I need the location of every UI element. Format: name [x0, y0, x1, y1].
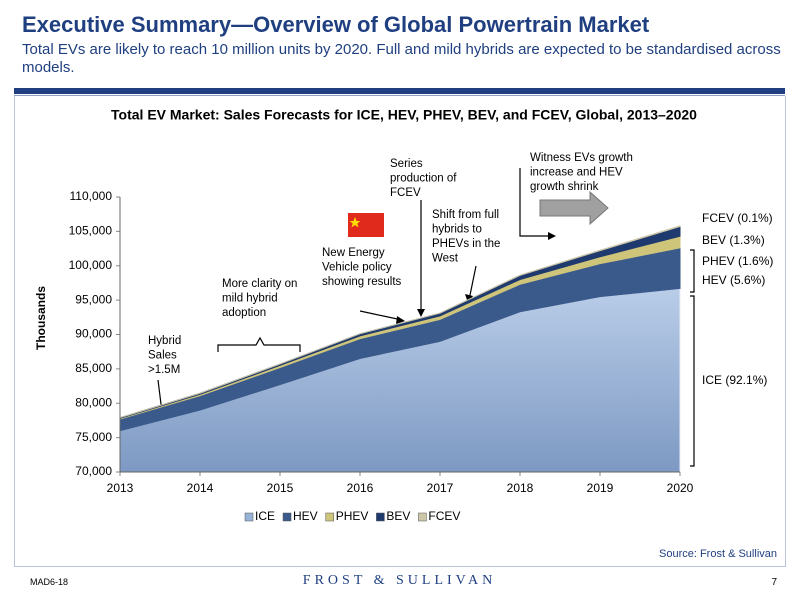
content-frame: [14, 96, 786, 567]
annotation: Vehicle policy: [322, 262, 392, 274]
area-fcev: [119, 225, 681, 419]
annotation: adoption: [222, 307, 266, 319]
end-label: FCEV (0.1%): [702, 211, 773, 225]
legend-swatch: [244, 512, 254, 522]
y-tick-label: 85,000: [75, 361, 112, 375]
legend-swatch: [325, 512, 334, 522]
annotation: More clarity on: [222, 278, 297, 290]
annotation: mild hybrid: [222, 293, 278, 305]
annotation: New Energy: [322, 247, 385, 259]
end-label: PHEV (1.6%): [702, 254, 773, 268]
brace: [217, 336, 301, 352]
x-tick-label: 2019: [587, 481, 614, 495]
legend-label: ICE: [255, 509, 275, 523]
chart-title: Total EV Market: Sales Forecasts for ICE…: [111, 107, 697, 123]
annotation: Witness EVs growth: [530, 152, 633, 164]
end-label: ICE (92.1%): [702, 373, 767, 387]
footer-brand: FROST & SULLIVAN: [302, 573, 497, 588]
y-tick-label: 95,000: [75, 292, 112, 306]
arrow-head: [396, 316, 405, 324]
annotation: >1.5M: [148, 364, 180, 376]
y-tick-label: 70,000: [75, 464, 112, 478]
annotation: Series: [390, 158, 423, 170]
connector: [468, 265, 477, 301]
end-label: BEV (1.3%): [702, 233, 765, 247]
annotation: West: [432, 253, 459, 265]
area-ice: [119, 287, 681, 473]
y-tick-label: 90,000: [75, 327, 112, 341]
y-tick-label: 80,000: [75, 395, 112, 409]
legend-label: HEV: [293, 509, 318, 523]
annotation: Shift from full: [432, 209, 499, 221]
legend-swatch: [282, 512, 292, 522]
x-tick-label: 2017: [427, 481, 454, 495]
page-number: 7: [771, 577, 777, 588]
header-rule-thin: [14, 95, 785, 96]
legend-label: FCEV: [428, 509, 460, 523]
x-tick-label: 2018: [507, 481, 534, 495]
connector: [359, 310, 403, 321]
y-tick-label: 110,000: [70, 189, 113, 203]
annotation: FCEV: [390, 187, 421, 199]
annotation: showing results: [322, 276, 402, 288]
y-tick-label: 75,000: [75, 430, 112, 444]
legend-label: PHEV: [336, 509, 369, 523]
y-axis-label: Thousands: [34, 286, 48, 350]
bracket: [690, 249, 695, 293]
end-label: HEV (5.6%): [702, 273, 765, 287]
annotation: PHEVs in the: [432, 238, 500, 250]
annotation: hybrids to: [432, 224, 482, 236]
x-tick-label: 2020: [667, 481, 694, 495]
annotation: growth shrink: [530, 181, 599, 193]
source: Source: Frost & Sullivan: [659, 548, 777, 560]
x-tick-label: 2015: [267, 481, 294, 495]
connector: [519, 168, 553, 237]
header-rule: [14, 88, 785, 94]
arrow-head: [417, 309, 425, 317]
x-tick-label: 2014: [187, 481, 214, 495]
annotation: production of: [390, 173, 457, 185]
chart: Total EV Market: Sales Forecasts for ICE…: [34, 107, 773, 523]
x-tick-label: 2013: [107, 481, 134, 495]
annotation: increase and HEV: [530, 167, 623, 179]
annotation-connectors: [157, 168, 695, 467]
arrow-head: [465, 294, 473, 303]
legend-swatch: [418, 512, 427, 522]
flag-star: [349, 217, 361, 228]
footer-code: MAD6-18: [30, 577, 69, 587]
annotation: Hybrid: [148, 335, 181, 347]
slide-title: Executive Summary—Overview of Global Pow…: [22, 12, 650, 37]
y-tick-label: 105,000: [69, 224, 113, 238]
trend-arrow: [539, 190, 609, 226]
slide-subtitle: Total EVs are likely to reach 10 million…: [22, 41, 781, 76]
arrow-head: [548, 232, 556, 240]
x-tick-label: 2016: [347, 481, 374, 495]
y-tick-label: 100,000: [69, 258, 113, 272]
legend-label: BEV: [386, 509, 410, 523]
legend-swatch: [376, 512, 385, 522]
annotation: Sales: [148, 350, 177, 362]
bracket: [690, 295, 695, 467]
plot-area: [119, 225, 681, 473]
